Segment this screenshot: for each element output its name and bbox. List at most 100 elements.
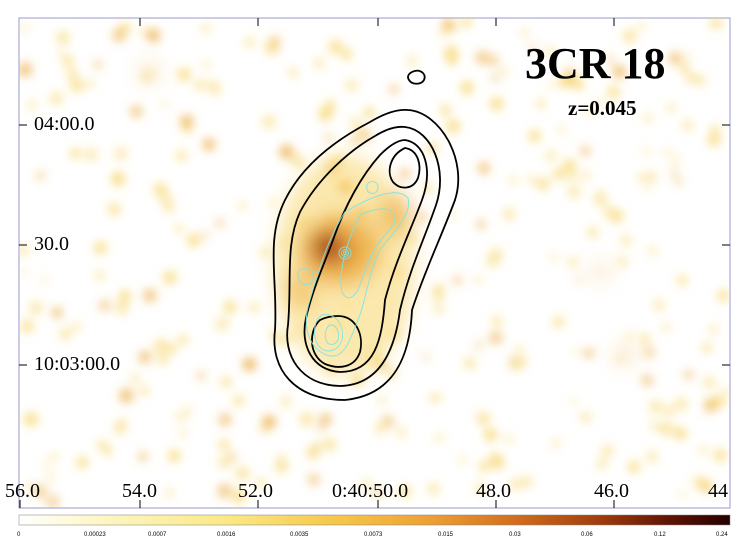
photon-blob <box>50 92 63 105</box>
photon-blob <box>325 133 333 142</box>
photon-blob <box>86 80 94 88</box>
x-tick-label: 44 <box>708 480 728 502</box>
photon-blob <box>140 386 149 395</box>
photon-blob <box>159 193 173 206</box>
photon-blob <box>166 489 174 497</box>
photon-blob <box>489 331 502 344</box>
photon-blob <box>450 211 457 218</box>
photon-blob <box>153 183 168 197</box>
photon-blob <box>42 462 50 469</box>
photon-blob <box>614 66 626 78</box>
x-tick-label: 54.0 <box>122 480 157 502</box>
colorbar-label: 0.24 <box>716 532 728 538</box>
photon-blob <box>178 334 188 345</box>
photon-blob <box>580 146 590 156</box>
photon-blob <box>187 234 200 247</box>
photon-blob <box>182 124 192 133</box>
photon-blob <box>320 414 331 425</box>
photon-blob <box>461 18 472 27</box>
photon-blob <box>490 452 499 461</box>
photon-blob <box>674 397 688 411</box>
photon-blob <box>553 168 566 181</box>
photon-blob <box>260 247 271 258</box>
photon-blob <box>103 446 113 456</box>
photon-blob <box>57 31 70 44</box>
photon-blob <box>217 484 232 498</box>
photon-blob <box>528 176 536 184</box>
photon-blob <box>146 28 161 43</box>
photon-blob <box>163 270 177 285</box>
photon-blob <box>107 202 121 216</box>
photon-blob <box>382 415 394 427</box>
photon-blob <box>640 334 650 343</box>
photon-blob <box>460 81 474 95</box>
figure-title: 3CR 18 <box>525 39 666 88</box>
photon-blob <box>628 461 640 473</box>
photon-blob <box>537 177 550 191</box>
photon-blob <box>219 440 229 450</box>
photon-blob <box>66 68 78 80</box>
photon-blob <box>643 346 655 359</box>
photon-blob <box>574 348 582 355</box>
photon-blob <box>489 247 504 262</box>
photon-blob <box>643 148 650 155</box>
colorbar-label: 0.06 <box>581 532 593 538</box>
photon-blob <box>232 490 246 503</box>
x-tick-label: 48.0 <box>476 480 511 502</box>
photon-blob <box>167 343 177 354</box>
photon-blob <box>529 44 537 51</box>
photon-blob <box>575 276 582 283</box>
x-tick-label: 56.0 <box>5 480 40 502</box>
photon-blob <box>318 107 333 122</box>
photon-blob <box>350 136 360 146</box>
photon-blob <box>323 438 336 451</box>
photon-blob <box>547 82 555 90</box>
photon-blob <box>256 478 266 487</box>
photon-blob <box>504 434 514 444</box>
y-tick-label: 10:03:00.0 <box>34 353 121 375</box>
photon-blob <box>520 28 529 37</box>
photon-blob <box>41 276 49 284</box>
photon-blob <box>478 162 490 174</box>
photon-blob <box>434 393 443 402</box>
x-tick-label: 52.0 <box>238 480 273 502</box>
radio-contour-blob <box>407 69 426 85</box>
photon-blob <box>674 427 687 440</box>
photon-blob <box>139 351 151 363</box>
photon-blob <box>175 224 183 233</box>
photon-blob <box>514 345 524 355</box>
photon-blob <box>143 289 156 302</box>
photon-blob <box>111 172 125 186</box>
photon-blob <box>119 388 134 403</box>
photon-blob <box>557 126 566 134</box>
photon-blob <box>24 412 38 427</box>
photon-blob <box>262 415 276 429</box>
photon-blob <box>606 55 615 64</box>
photon-blob <box>175 150 187 162</box>
photon-blob <box>233 395 245 407</box>
photon-blob <box>400 168 410 179</box>
photon-blob <box>707 396 721 409</box>
photon-blob <box>637 21 647 31</box>
photon-blob <box>156 352 169 366</box>
photon-blob <box>223 300 237 314</box>
photon-blob <box>644 114 651 122</box>
photon-blob <box>675 178 682 185</box>
photon-blob <box>581 412 591 423</box>
photon-blob <box>219 413 232 426</box>
photon-blob <box>76 456 89 469</box>
photon-blob <box>646 171 657 182</box>
photon-blob <box>476 411 491 426</box>
photon-blob <box>20 319 35 333</box>
photon-blob <box>201 232 208 239</box>
photon-blob <box>69 148 80 159</box>
photon-blob <box>453 275 462 285</box>
photon-blob <box>503 208 515 220</box>
photon-blob <box>463 357 476 370</box>
photon-blob <box>663 148 670 156</box>
photon-blob <box>115 300 129 315</box>
photon-blob <box>677 275 688 286</box>
photon-blob <box>389 85 399 94</box>
colorbar-label: 0.0007 <box>148 532 167 538</box>
photon-blob <box>701 342 712 353</box>
